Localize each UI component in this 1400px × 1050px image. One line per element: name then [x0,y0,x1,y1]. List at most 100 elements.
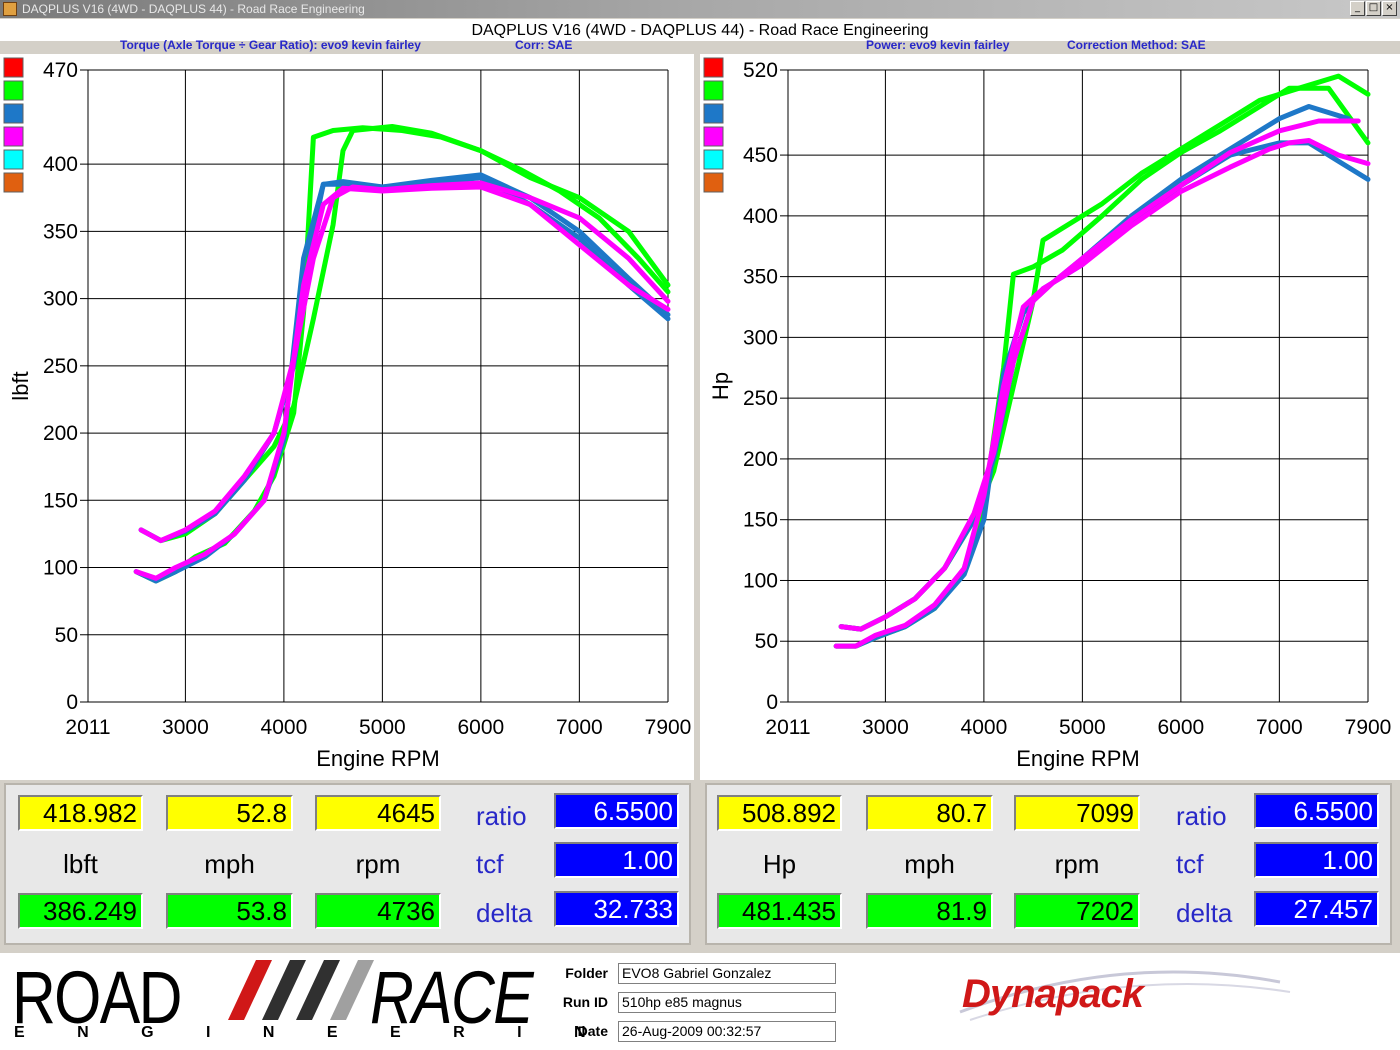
rpm-value-1: 7099 [1014,795,1140,831]
y-axis-label: lbft [8,371,33,400]
runid-label: Run ID [562,994,608,1010]
legend-swatch[interactable] [703,149,724,170]
date-label: Date [577,1023,608,1039]
logo-road: ROAD [12,956,182,1039]
y-tick-label: 470 [43,59,78,82]
speed-value-1: 52.8 [166,795,293,831]
x-tick-label: 6000 [1158,716,1205,739]
power-readout-panel: 508.892 80.7 7099 Hp mph rpm 481.435 81.… [705,783,1392,945]
y-tick-label: 250 [743,387,778,410]
unit-lbft: lbft [63,849,98,879]
x-tick-label: 7900 [645,716,692,739]
delta-value: 27.457 [1254,891,1379,927]
y-tick-label: 0 [66,691,78,714]
speed-value-2: 81.9 [866,893,993,929]
legend-swatch[interactable] [3,126,24,147]
y-tick-label: 150 [43,489,78,512]
torque-subtitle: Torque (Axle Torque ÷ Gear Ratio): evo9 … [120,38,421,52]
runid-field[interactable]: 510hp e85 magnus [618,992,836,1013]
legend-swatch[interactable] [703,80,724,101]
window-title: DAQPLUS V16 (4WD - DAQPLUS 44) - Road Ra… [22,2,365,16]
rpm-value-2: 4736 [315,893,441,929]
y-tick-label: 350 [743,266,778,289]
x-tick-label: 4000 [961,716,1008,739]
legend-swatch[interactable] [703,172,724,193]
y-tick-label: 50 [55,624,78,647]
power-chart: 0 50 100 150 200 250 300 350 400 450 520 2011 3000 40… [700,54,1400,780]
rpm-value-2: 7202 [1014,893,1140,929]
x-axis-label: Engine RPM [316,746,440,771]
legend-swatch[interactable] [3,149,24,170]
series-line [838,118,1361,632]
y-tick-label: 520 [743,59,778,82]
y-tick-label: 450 [743,144,778,167]
legend-swatch[interactable] [3,57,24,78]
series-line [838,73,1371,632]
logo-slashes-icon [228,960,374,1020]
y-tick-label: 150 [743,509,778,532]
logo-engineering: E N G I N E E R I N G [14,1024,675,1041]
dynapack-swoosh-icon [959,970,1291,1021]
x-tick-label: 2011 [65,716,110,739]
unit-rpm: rpm [355,849,401,879]
folder-label: Folder [565,965,608,981]
y-tick-label: 100 [743,569,778,592]
x-tick-label: 7000 [1256,716,1303,739]
series-line [138,172,671,544]
legend-swatch[interactable] [703,126,724,147]
y-tick-label: 50 [755,630,778,653]
tcf-label: tcf [1176,849,1204,879]
series-line [138,180,671,544]
legend-swatch[interactable] [3,172,24,193]
torque-value-2: 386.249 [18,893,143,929]
ratio-label: ratio [476,801,527,831]
maximize-button[interactable]: □ [1366,1,1381,16]
y-tick-label: 300 [743,326,778,349]
date-field[interactable]: 26-Aug-2009 00:32:57 [618,1021,836,1042]
y-tick-label: 350 [43,220,78,243]
y-axis-label: Hp [708,372,733,400]
unit-mph: mph [904,849,955,879]
series-line [838,104,1351,632]
legend-swatch[interactable] [703,103,724,124]
tcf-value: 1.00 [1254,842,1379,878]
y-tick-label: 250 [43,355,78,378]
x-tick-label: 3000 [162,716,209,739]
x-tick-label: 7900 [1345,716,1392,739]
torque-readout-panel: 418.982 52.8 4645 lbft mph rpm 386.249 5… [4,783,691,945]
ratio-label: ratio [1176,801,1227,831]
tcf-value: 1.00 [554,842,679,878]
x-tick-label: 7000 [556,716,603,739]
window-titlebar: DAQPLUS V16 (4WD - DAQPLUS 44) - Road Ra… [0,0,1400,18]
minimize-button[interactable]: _ [1350,1,1365,16]
legend-swatch[interactable] [3,80,24,101]
y-tick-label: 300 [43,288,78,311]
delta-value: 32.733 [554,891,679,927]
ratio-value: 6.5500 [1254,793,1379,829]
close-button[interactable]: × [1382,1,1397,16]
logo-race: RACE [370,956,534,1039]
page-title: DAQPLUS V16 (4WD - DAQPLUS 44) - Road Ra… [0,19,1400,41]
unit-mph: mph [204,849,255,879]
x-tick-label: 2011 [765,716,810,739]
legend-swatch[interactable] [3,103,24,124]
x-axis-label: Engine RPM [1016,746,1140,771]
unit-hp: Hp [762,849,797,879]
delta-label: delta [1176,898,1233,928]
unit-rpm: rpm [1054,849,1100,879]
x-tick-label: 5000 [1059,716,1106,739]
legend-swatch[interactable] [703,57,724,78]
y-tick-label: 100 [43,557,78,580]
x-tick-label: 3000 [862,716,909,739]
y-tick-label: 0 [766,691,778,714]
speed-value-1: 80.7 [866,795,993,831]
folder-field[interactable]: EVO8 Gabriel Gonzalez [618,963,836,984]
power-value-2: 481.435 [717,893,842,929]
tcf-label: tcf [476,849,504,879]
series-line [133,184,671,581]
torque-correction: Corr: SAE [515,38,573,52]
y-tick-label: 200 [43,422,78,445]
x-tick-label: 6000 [458,716,505,739]
app-icon [3,2,17,16]
x-tick-label: 4000 [261,716,308,739]
